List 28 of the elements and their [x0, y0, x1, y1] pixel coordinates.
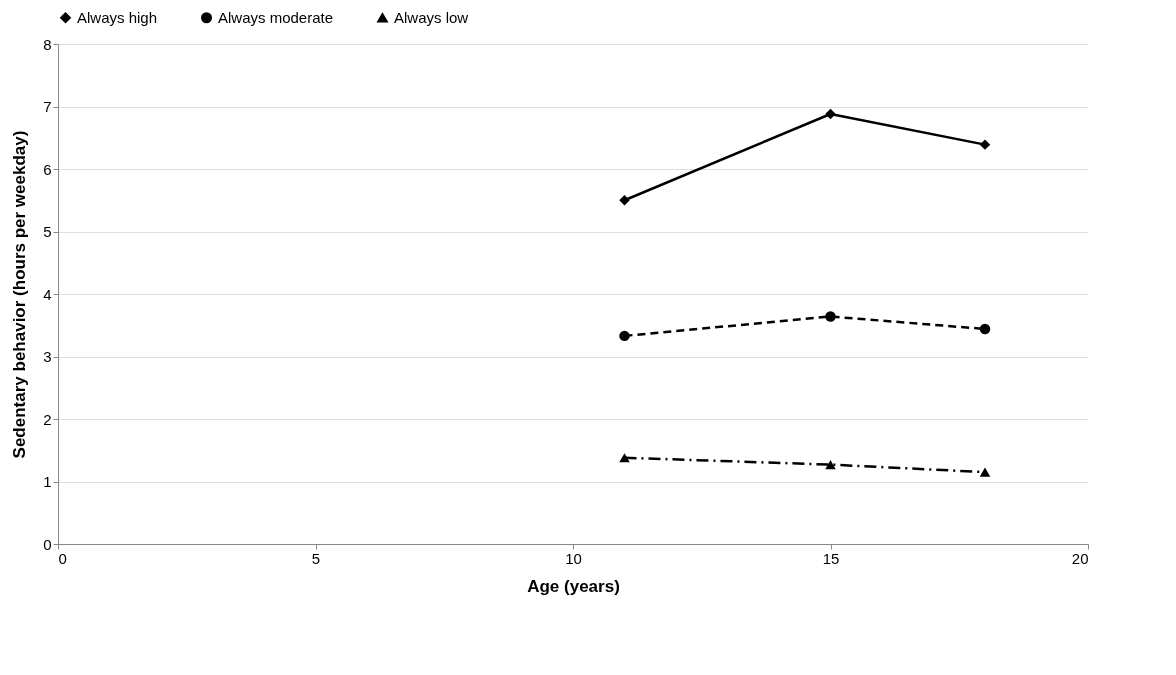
legend-label: Always moderate: [218, 8, 334, 26]
y-tick-label: 4: [43, 285, 52, 303]
x-tick-label: 15: [822, 549, 840, 567]
x-tick-label: 10: [565, 549, 582, 567]
point: [619, 330, 630, 342]
y-axis-title: Sedentary behavior (hours per weekday): [10, 130, 30, 459]
point: [825, 311, 836, 322]
y-tick-label: 8: [43, 35, 52, 53]
y-tick-label: 5: [43, 223, 52, 240]
point: [979, 467, 991, 477]
x-tick-label: 5: [311, 549, 321, 567]
y-tick-label: 3: [43, 348, 52, 365]
legend-label: Always low: [394, 8, 469, 26]
point: [619, 195, 630, 206]
point: [825, 460, 836, 470]
y-tick-label: 0: [43, 535, 52, 553]
y-tick-label: 2: [43, 410, 52, 428]
y-tick-label: 1: [43, 473, 52, 490]
point: [619, 453, 630, 463]
point: [825, 108, 836, 120]
point: [979, 139, 991, 150]
y-tick-label: 6: [43, 160, 52, 178]
point: [979, 323, 991, 335]
y-tick-label: 7: [43, 98, 52, 115]
x-axis-title: Age (years): [527, 576, 620, 596]
x-tick-label: 0: [58, 549, 67, 567]
legend-label: Always high: [77, 8, 158, 26]
x-tick-label: 20: [1071, 549, 1089, 567]
